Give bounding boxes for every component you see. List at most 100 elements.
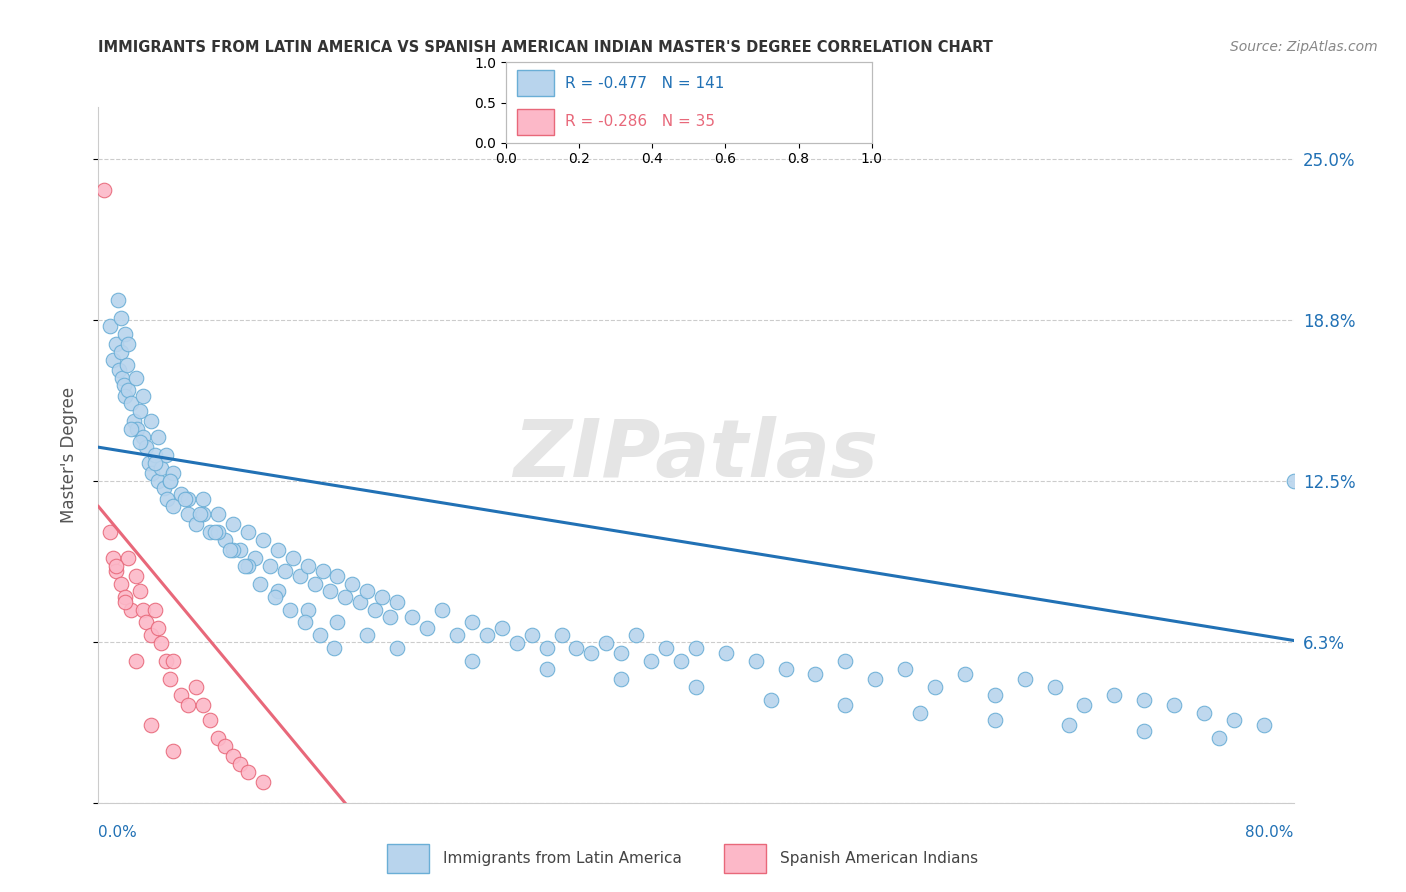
Point (112, 378, 135, 392)
Point (385, 641, 409, 656)
Point (1192, 706, 1215, 720)
Point (132, 602, 155, 616)
Point (139, 628, 162, 642)
Point (117, 337, 139, 351)
Point (263, 590, 285, 604)
Point (156, 491, 179, 506)
Point (117, 384, 139, 398)
Text: R = -0.477   N = 141: R = -0.477 N = 141 (565, 76, 724, 91)
Point (834, 698, 856, 712)
Point (108, 363, 131, 377)
Point (162, 744, 184, 758)
Point (520, 628, 543, 642)
Point (200, 714, 222, 728)
Point (1223, 714, 1246, 728)
Point (135, 440, 157, 454)
Point (114, 590, 136, 604)
Point (207, 507, 229, 521)
Point (714, 646, 737, 660)
Point (105, 558, 128, 573)
Point (278, 602, 301, 616)
Point (550, 628, 572, 642)
Point (207, 525, 229, 540)
Point (233, 558, 256, 573)
Point (297, 558, 319, 573)
Point (1208, 731, 1230, 746)
Point (461, 615, 484, 630)
Point (138, 456, 160, 470)
Text: ZIPatlas: ZIPatlas (513, 416, 879, 494)
Point (120, 602, 142, 616)
Point (107, 293, 129, 308)
Point (953, 667, 976, 681)
Point (378, 610, 401, 624)
Point (150, 460, 173, 475)
Point (114, 389, 136, 403)
Point (267, 543, 290, 558)
Text: Immigrants from Latin America: Immigrants from Latin America (443, 851, 682, 866)
Point (308, 628, 330, 642)
Point (114, 326, 136, 341)
Text: IMMIGRANTS FROM LATIN AMERICA VS SPANISH AMERICAN INDIAN MASTER'S DEGREE CORRELA: IMMIGRANTS FROM LATIN AMERICA VS SPANISH… (98, 40, 993, 55)
Point (214, 533, 236, 547)
Point (117, 551, 139, 566)
Point (177, 698, 200, 712)
Point (311, 564, 333, 578)
Point (759, 692, 782, 706)
Point (124, 414, 146, 428)
Point (143, 602, 166, 616)
Point (191, 698, 214, 712)
Point (342, 576, 364, 591)
Point (323, 641, 346, 656)
Point (148, 621, 170, 635)
Point (1133, 692, 1156, 706)
Point (1133, 723, 1156, 738)
Point (191, 491, 214, 506)
Point (1043, 680, 1066, 694)
Point (984, 688, 1007, 702)
Point (640, 654, 662, 668)
Point (120, 422, 142, 436)
Point (162, 500, 184, 514)
Point (745, 654, 768, 668)
Point (222, 543, 245, 558)
Point (294, 615, 316, 630)
Point (222, 749, 245, 764)
Point (1073, 698, 1095, 712)
Point (536, 641, 558, 656)
Point (93, 182, 115, 196)
Point (281, 551, 304, 566)
Point (207, 731, 229, 746)
Point (356, 584, 378, 599)
Point (252, 533, 274, 547)
Point (1014, 672, 1036, 686)
Point (129, 404, 152, 418)
Point (135, 615, 157, 630)
Point (148, 430, 170, 444)
Point (127, 422, 149, 436)
Point (120, 396, 142, 410)
Point (371, 590, 394, 604)
Point (177, 491, 200, 506)
Point (150, 636, 173, 650)
Point (685, 641, 707, 656)
Point (162, 654, 184, 668)
Point (274, 564, 297, 578)
Point (565, 641, 588, 656)
Point (491, 621, 513, 635)
Point (148, 474, 170, 488)
Point (288, 569, 311, 583)
Point (191, 507, 214, 521)
Point (169, 486, 191, 500)
Point (114, 595, 136, 609)
Point (184, 680, 207, 694)
Point (865, 672, 887, 686)
Point (595, 636, 617, 650)
Point (125, 654, 148, 668)
Text: Spanish American Indians: Spanish American Indians (780, 851, 979, 866)
Point (446, 628, 468, 642)
Point (110, 576, 132, 591)
Point (129, 584, 152, 599)
Text: R = -0.286   N = 35: R = -0.286 N = 35 (565, 114, 714, 129)
Point (100, 319, 122, 334)
